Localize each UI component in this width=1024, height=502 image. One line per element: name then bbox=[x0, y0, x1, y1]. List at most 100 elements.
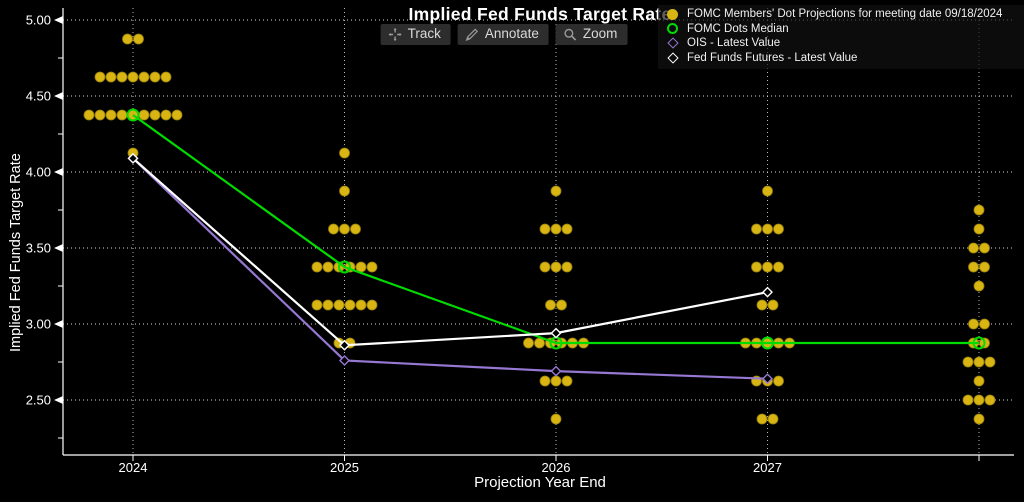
fomc-dot bbox=[973, 204, 985, 216]
annotate-button[interactable]: Annotate bbox=[457, 24, 549, 45]
fomc-median-marker bbox=[338, 260, 351, 274]
fomc-median-marker bbox=[761, 336, 774, 350]
fomc-dot bbox=[561, 223, 573, 235]
legend-item-fomc-dots[interactable]: FOMC Members' Dot Projections for meetin… bbox=[666, 7, 1020, 22]
fomc-dot bbox=[751, 261, 762, 273]
fomc-dot bbox=[773, 261, 784, 273]
y-tick-label: 3.00 bbox=[26, 317, 51, 332]
fomc-dot bbox=[962, 356, 974, 368]
zoom-button-label: Zoom bbox=[582, 26, 618, 41]
legend-item-ois[interactable]: OIS - Latest Value bbox=[666, 36, 1020, 51]
fomc-dot bbox=[973, 375, 985, 387]
x-tick-label: 2026 bbox=[542, 460, 571, 475]
annotate-button-label: Annotate bbox=[484, 26, 539, 41]
fomc-median-line bbox=[132, 114, 979, 345]
legend-item-label: Fed Funds Futures - Latest Value bbox=[687, 52, 858, 65]
fomc-dot bbox=[556, 299, 567, 311]
fomc-dot bbox=[984, 356, 996, 368]
x-tick-label: 2025 bbox=[330, 460, 359, 475]
fomc-dot bbox=[138, 109, 150, 121]
filled-circle-icon bbox=[666, 8, 679, 20]
fomc-dot bbox=[984, 394, 996, 406]
fomc-dot bbox=[539, 375, 551, 387]
fomc-dot bbox=[762, 185, 773, 197]
futures-line bbox=[132, 157, 768, 347]
track-button-label: Track bbox=[407, 26, 441, 41]
fomc-dot bbox=[550, 261, 562, 273]
fomc-dot bbox=[756, 299, 768, 311]
y-axis-title: Implied Fed Funds Target Rate bbox=[8, 153, 24, 352]
fomc-dot bbox=[773, 375, 784, 387]
y-tick-arrow bbox=[54, 168, 63, 176]
fomc-dot bbox=[767, 299, 779, 311]
y-tick-arrow bbox=[54, 396, 63, 404]
fomc-dot bbox=[122, 33, 133, 45]
futures-marker bbox=[762, 286, 773, 298]
zoom-magnifier-icon bbox=[564, 28, 577, 41]
chart-legend: FOMC Members' Dot Projections for meetin… bbox=[658, 5, 1024, 70]
fomc-dot bbox=[762, 261, 773, 273]
chart-title: Implied Fed Funds Target Rate bbox=[408, 4, 672, 24]
y-tick-label: 2.50 bbox=[26, 393, 51, 408]
fomc-dot bbox=[83, 109, 95, 121]
fomc-dot bbox=[767, 413, 779, 425]
legend-item-fomc-median[interactable]: FOMC Dots Median bbox=[666, 22, 1020, 37]
y-tick-label: 3.50 bbox=[26, 241, 51, 256]
chart-toolbar: Track Annotate Zoom bbox=[380, 24, 628, 45]
fomc-dot bbox=[523, 337, 534, 349]
fomc-dot bbox=[545, 299, 556, 311]
zoom-button[interactable]: Zoom bbox=[555, 24, 628, 45]
fomc-dot bbox=[94, 71, 106, 83]
fomc-dot bbox=[973, 394, 985, 406]
y-tick-arrow bbox=[54, 92, 63, 100]
fomc-dot bbox=[355, 261, 367, 273]
fomc-dot bbox=[350, 223, 361, 235]
fomc-dot bbox=[116, 71, 128, 83]
fomc-dot bbox=[311, 299, 323, 311]
x-axis-title: Projection Year End bbox=[474, 474, 606, 491]
futures-marker bbox=[127, 152, 139, 164]
fomc-dot bbox=[973, 413, 985, 425]
fomc-dot bbox=[333, 299, 345, 311]
fomc-dot bbox=[171, 109, 183, 121]
futures-marker bbox=[339, 339, 350, 351]
fomc-dot bbox=[133, 33, 144, 45]
fomc-dot bbox=[127, 71, 139, 83]
x-tick-label: 2024 bbox=[119, 460, 148, 475]
legend-item-futures[interactable]: Fed Funds Futures - Latest Value bbox=[666, 51, 1020, 66]
fomc-dot bbox=[962, 394, 974, 406]
fomc-dot bbox=[968, 242, 979, 254]
fomc-dot bbox=[138, 71, 150, 83]
ois-line bbox=[132, 157, 768, 380]
fomc-dot bbox=[344, 299, 356, 311]
fomc-dot bbox=[756, 413, 768, 425]
fomc-dot bbox=[979, 261, 990, 273]
fomc-dot bbox=[751, 223, 762, 235]
open-diamond-icon bbox=[666, 37, 679, 50]
fomc-dot bbox=[149, 71, 161, 83]
fomc-dot bbox=[550, 185, 562, 197]
fomc-dot bbox=[94, 109, 106, 121]
fomc-dot bbox=[160, 71, 172, 83]
ois-marker bbox=[339, 354, 350, 366]
legend-item-label: FOMC Dots Median bbox=[687, 22, 789, 35]
annotate-pencil-icon bbox=[465, 28, 479, 41]
y-tick-arrow bbox=[54, 320, 63, 328]
legend-item-label: OIS - Latest Value bbox=[687, 37, 781, 50]
fomc-dot bbox=[973, 280, 985, 292]
legend-item-label: FOMC Members' Dot Projections for meetin… bbox=[687, 8, 1003, 21]
y-tick-arrow bbox=[54, 16, 63, 24]
fomc-dot bbox=[105, 109, 117, 121]
fomc-dot bbox=[762, 223, 773, 235]
track-button[interactable]: Track bbox=[380, 24, 451, 45]
fomc-dot bbox=[561, 375, 573, 387]
fomc-dot bbox=[322, 261, 334, 273]
fomc-dot bbox=[105, 71, 117, 83]
y-tick-label: 4.50 bbox=[26, 89, 51, 104]
fomc-dot bbox=[339, 223, 350, 235]
fomc-dot bbox=[773, 223, 784, 235]
fomc-dot bbox=[160, 109, 172, 121]
fomc-median-marker bbox=[126, 108, 140, 122]
